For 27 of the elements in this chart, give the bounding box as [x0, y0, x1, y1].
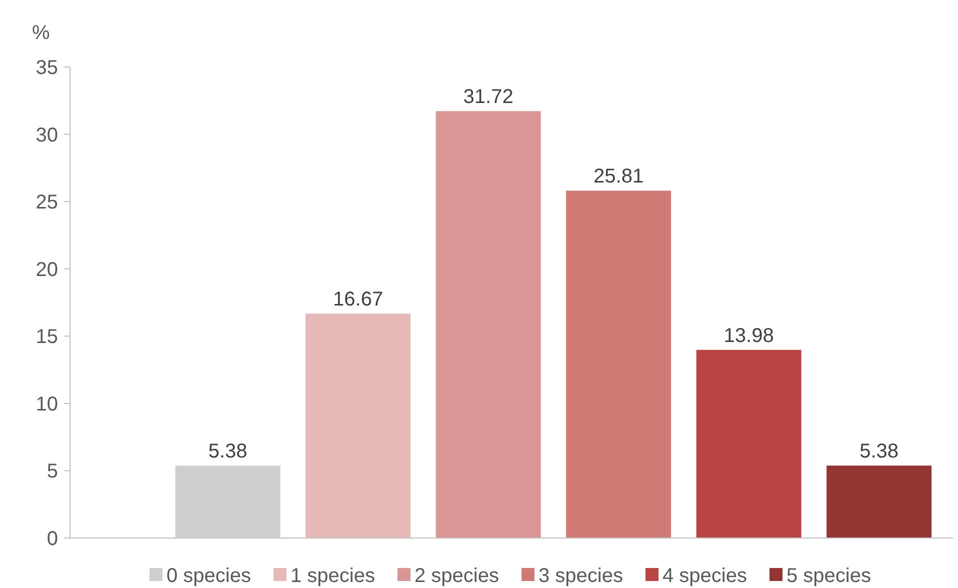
- data-label: 16.67: [333, 288, 384, 311]
- data-label: 5.38: [208, 440, 248, 463]
- y-tick-label: 20: [36, 258, 58, 281]
- legend-label: 1 species: [290, 565, 375, 587]
- y-axis-title: %: [32, 22, 50, 44]
- y-tick-label: 0: [46, 528, 58, 550]
- data-label: 5.38: [860, 440, 899, 463]
- legend-label: 5 species: [786, 565, 871, 587]
- bar: [566, 190, 672, 538]
- bar: [306, 314, 411, 538]
- bar: [826, 466, 932, 538]
- bar: [175, 466, 280, 538]
- legend-label: 3 species: [538, 565, 623, 587]
- y-tick-label: 5: [46, 460, 58, 483]
- data-label: 13.98: [724, 324, 774, 347]
- y-tick-label: 15: [36, 326, 58, 348]
- y-tick-label: 30: [36, 124, 58, 146]
- bar: [696, 350, 802, 538]
- y-tick-label: 10: [36, 393, 58, 416]
- legend-label: 2 species: [414, 565, 499, 587]
- data-label: 31.72: [463, 86, 514, 108]
- bar: [436, 111, 541, 538]
- legend-label: 4 species: [662, 565, 747, 587]
- data-label: 25.81: [594, 166, 644, 188]
- y-tick-label: 25: [36, 192, 58, 214]
- y-tick-label: 35: [36, 57, 58, 79]
- legend-label: 0 species: [166, 565, 251, 587]
